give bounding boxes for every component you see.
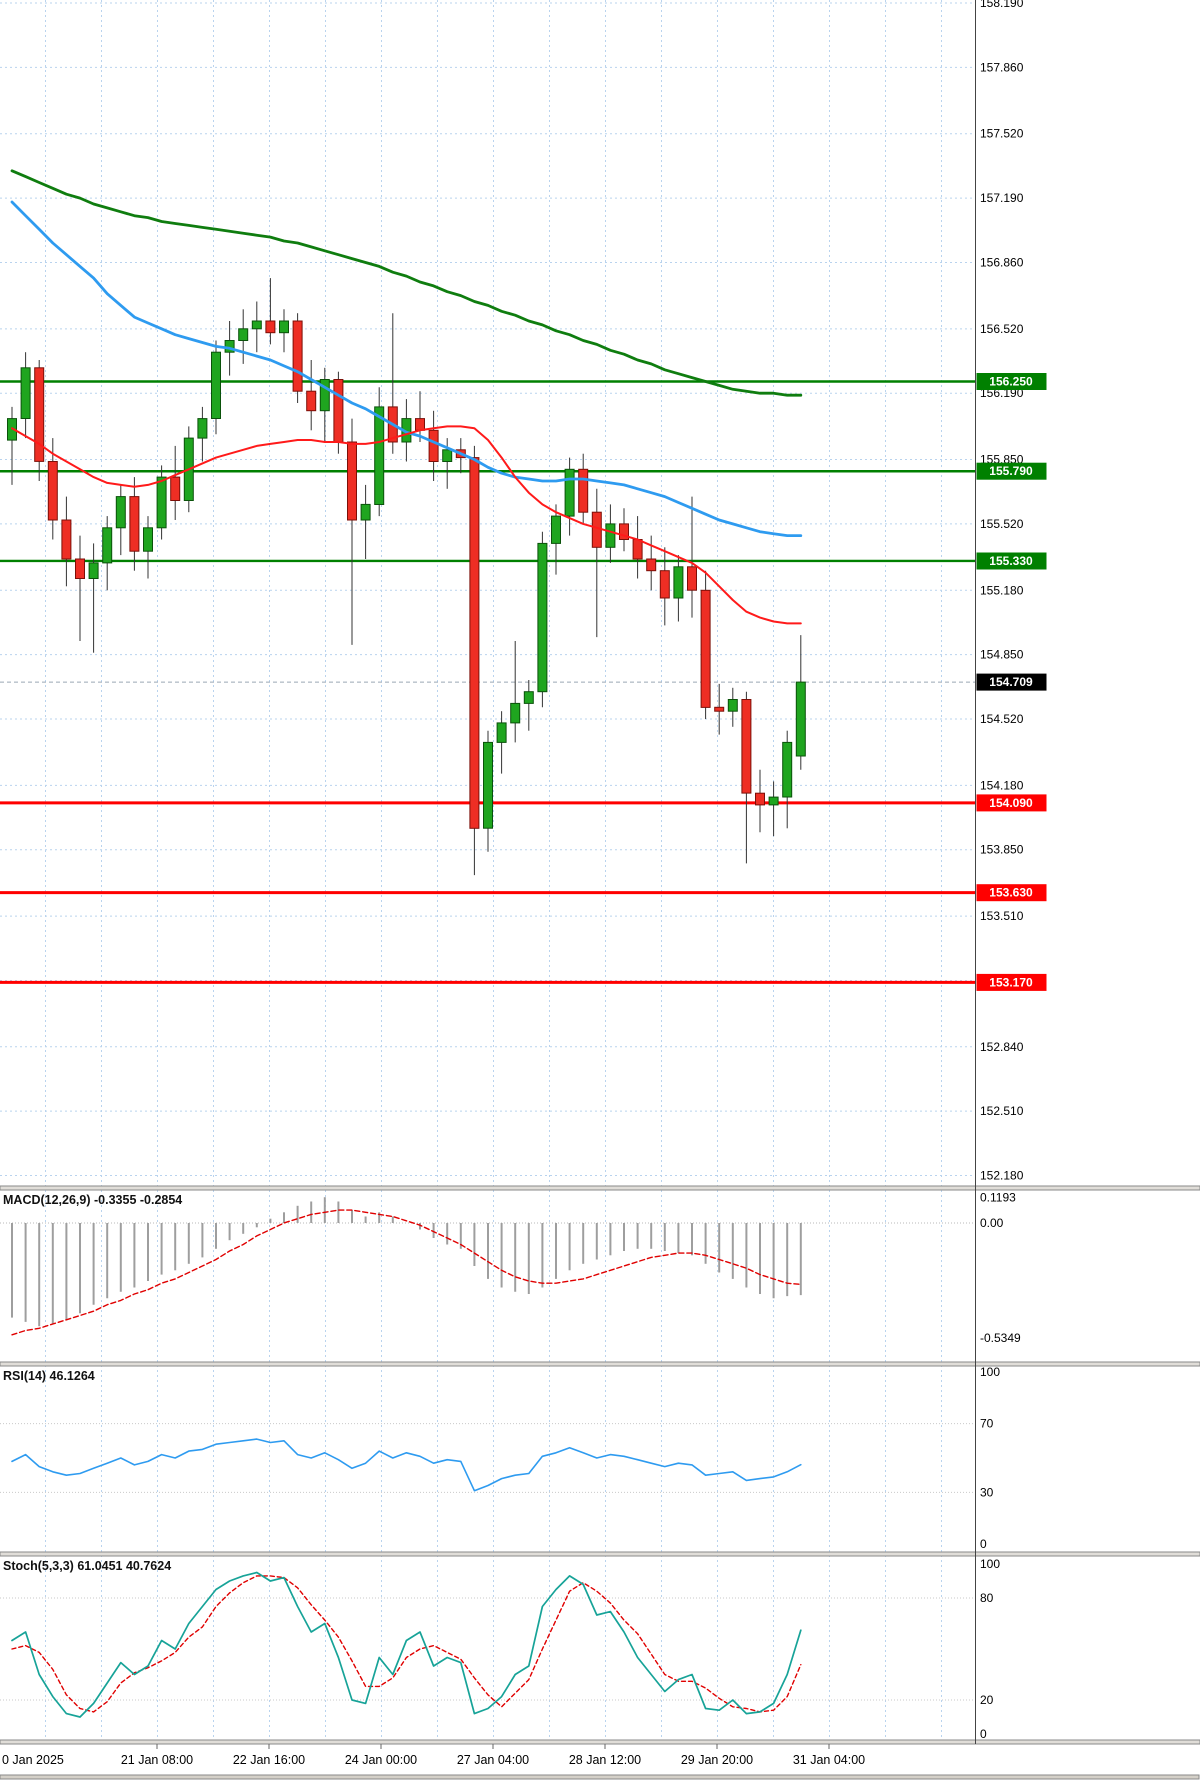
svg-text:27 Jan 04:00: 27 Jan 04:00 (457, 1753, 529, 1767)
svg-text:21 Jan 08:00: 21 Jan 08:00 (121, 1753, 193, 1767)
time-axis[interactable]: 0 Jan 2025 21 Jan 08:00 22 Jan 16:00 24 Jan… (2, 1744, 865, 1767)
svg-text:155.790: 155.790 (989, 464, 1033, 478)
svg-text:153.510: 153.510 (980, 909, 1024, 923)
svg-text:80: 80 (980, 1591, 994, 1605)
svg-text:30: 30 (980, 1485, 994, 1499)
svg-text:31 Jan 04:00: 31 Jan 04:00 (793, 1753, 865, 1767)
svg-text:155.330: 155.330 (989, 554, 1033, 568)
price-axis[interactable]: 158.190 157.860 157.520 157.190 156.860 156.5… (975, 0, 1024, 1744)
svg-text:152.840: 152.840 (980, 1040, 1024, 1054)
grid-layer (0, 0, 975, 1740)
svg-text:20: 20 (980, 1693, 994, 1707)
rsi-indicator-label: RSI(14) 46.1264 (3, 1369, 95, 1383)
svg-text:153.630: 153.630 (989, 886, 1033, 900)
svg-text:100: 100 (980, 1365, 1000, 1379)
svg-text:0.1193: 0.1193 (980, 1190, 1016, 1204)
svg-text:155.180: 155.180 (980, 583, 1024, 597)
svg-text:22 Jan 16:00: 22 Jan 16:00 (233, 1753, 305, 1767)
macd-indicator-label: MACD(12,26,9) -0.3355 -0.2854 (3, 1193, 183, 1207)
svg-text:156.860: 156.860 (980, 255, 1024, 269)
macd-panel[interactable] (0, 1197, 975, 1336)
svg-text:153.850: 153.850 (980, 843, 1024, 857)
svg-text:156.250: 156.250 (989, 374, 1033, 388)
svg-text:158.190: 158.190 (980, 0, 1024, 10)
moving-averages-layer (10, 169, 803, 625)
svg-text:157.860: 157.860 (980, 60, 1024, 74)
price-levels-layer (0, 380, 975, 984)
svg-text:152.510: 152.510 (980, 1104, 1024, 1118)
svg-text:70: 70 (980, 1417, 994, 1431)
svg-text:0: 0 (980, 1537, 987, 1551)
svg-text:0.00: 0.00 (980, 1216, 1004, 1230)
stoch-panel[interactable] (0, 1571, 975, 1718)
rsi-panel[interactable] (0, 1423, 975, 1493)
svg-text:100: 100 (980, 1557, 1000, 1571)
svg-text:152.180: 152.180 (980, 1169, 1024, 1183)
svg-text:29 Jan 20:00: 29 Jan 20:00 (681, 1753, 753, 1767)
svg-text:154.850: 154.850 (980, 648, 1024, 662)
svg-text:153.170: 153.170 (989, 975, 1033, 989)
svg-text:155.520: 155.520 (980, 517, 1024, 531)
svg-text:-0.5349: -0.5349 (980, 1331, 1021, 1345)
svg-text:154.709: 154.709 (989, 675, 1033, 689)
svg-text:28 Jan 12:00: 28 Jan 12:00 (569, 1753, 641, 1767)
svg-text:154.090: 154.090 (989, 796, 1033, 810)
svg-text:154.180: 154.180 (980, 778, 1024, 792)
svg-text:156.520: 156.520 (980, 322, 1024, 336)
stoch-indicator-label: Stoch(5,3,3) 61.0451 40.7624 (3, 1559, 172, 1573)
svg-text:24 Jan 00:00: 24 Jan 00:00 (345, 1753, 417, 1767)
price-level-labels: 156.250 155.790 155.330 154.090 153.630 153.1… (976, 373, 1047, 991)
svg-text:154.520: 154.520 (980, 712, 1024, 726)
svg-text:157.190: 157.190 (980, 191, 1024, 205)
svg-text:157.520: 157.520 (980, 127, 1024, 141)
panel-separators[interactable] (0, 1185, 1200, 1780)
svg-text:0: 0 (980, 1727, 987, 1741)
candles-layer[interactable] (7, 278, 806, 876)
svg-text:0 Jan 2025: 0 Jan 2025 (2, 1753, 64, 1767)
